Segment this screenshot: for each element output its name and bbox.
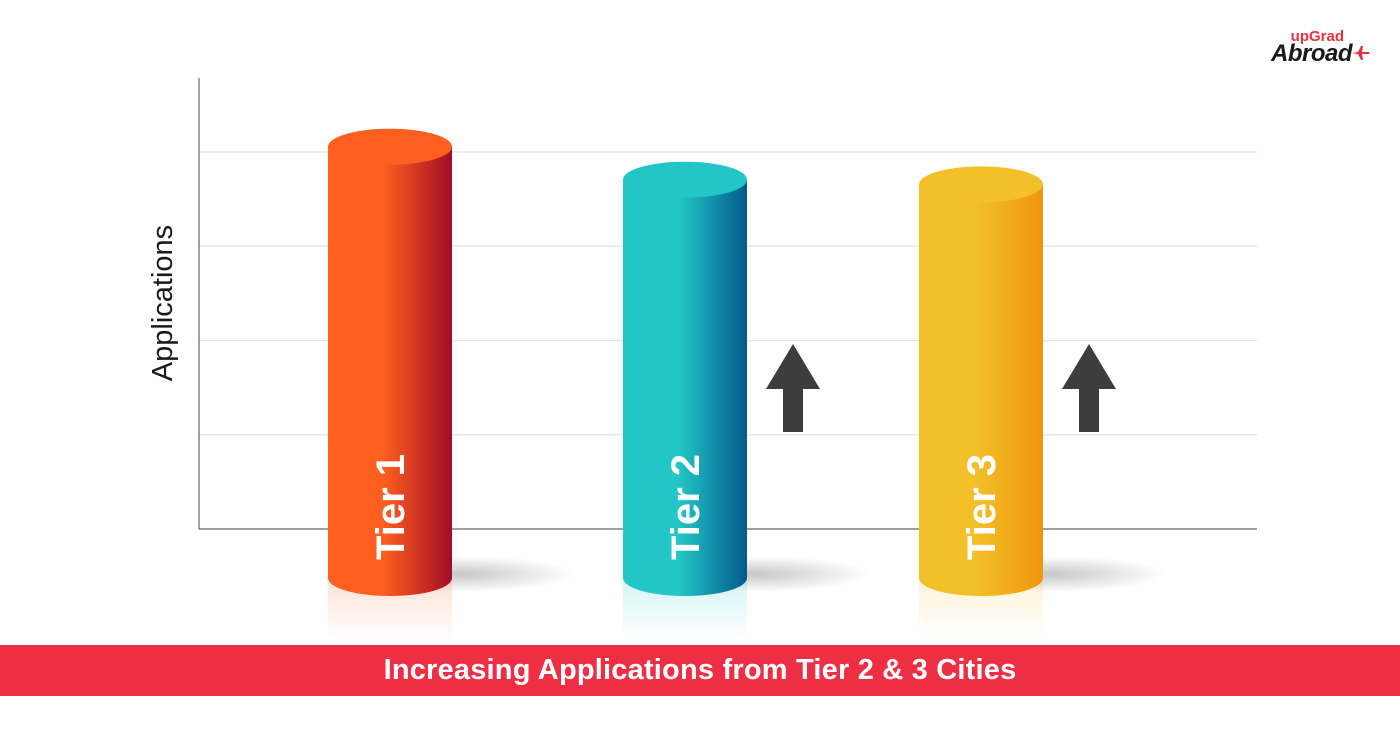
up-arrow-icon <box>1062 344 1116 432</box>
bar-label: Tier 2 <box>664 454 708 560</box>
y-axis-label: Applications <box>147 225 179 381</box>
bar-tier-1: Tier 1 <box>328 128 575 640</box>
up-arrow-icon <box>766 344 820 432</box>
bar-label: Tier 1 <box>369 454 413 560</box>
bar-top-cap <box>919 166 1043 203</box>
upgrad-abroad-logo: upGrad Abroad <box>1240 22 1380 72</box>
bar-tier-3: Tier 3 <box>919 166 1166 640</box>
bars: Tier 1 Tier 2 Tier 3 <box>328 128 1166 640</box>
trend-arrows <box>766 344 1116 432</box>
plane-icon <box>1352 46 1370 60</box>
bar-top-cap <box>623 161 747 198</box>
bar-top-cap <box>328 128 452 165</box>
caption-banner: Increasing Applications from Tier 2 & 3 … <box>0 645 1400 696</box>
logo-brand-main: Abroad <box>1271 40 1353 67</box>
bar-tier-2: Tier 2 <box>623 161 870 640</box>
bar-label: Tier 3 <box>960 454 1004 560</box>
caption-text: Increasing Applications from Tier 2 & 3 … <box>383 654 1017 686</box>
bar-body <box>919 184 1043 596</box>
logo-brand-top: upGrad <box>1290 28 1344 45</box>
bar-body <box>623 179 747 596</box>
bar-body <box>328 146 452 596</box>
